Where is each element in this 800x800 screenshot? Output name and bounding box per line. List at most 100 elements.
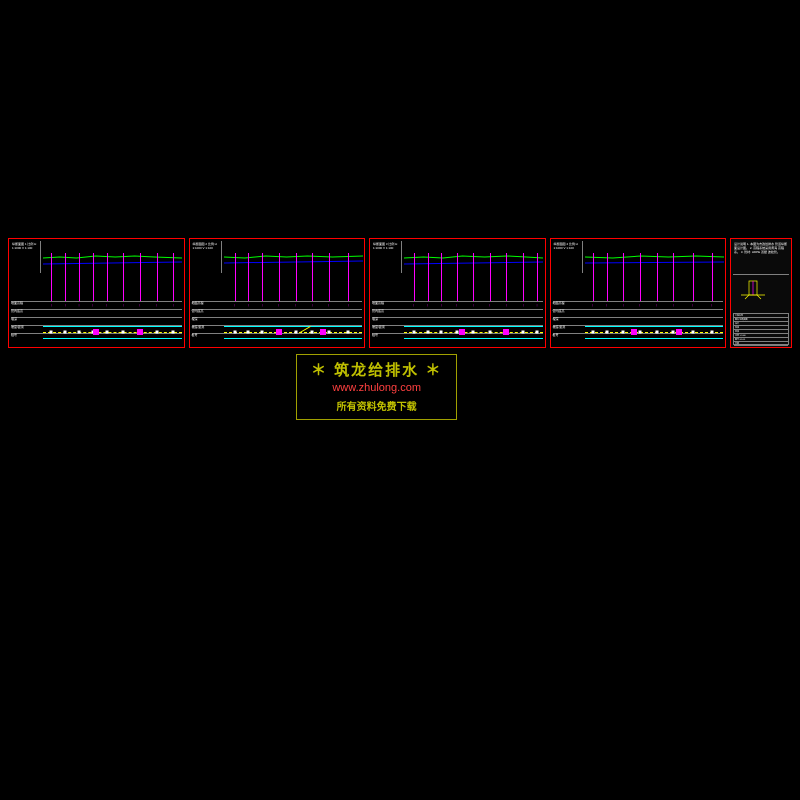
data-band-label: 埋深	[553, 317, 559, 321]
station-gridline	[457, 253, 458, 301]
station-gridline	[623, 253, 624, 301]
data-band	[553, 301, 724, 309]
manhole-icon	[672, 331, 675, 334]
station-gridline	[173, 253, 174, 301]
data-band-label: 桩号	[553, 333, 559, 337]
manhole-icon	[105, 331, 108, 334]
manhole-icon	[412, 331, 415, 334]
manhole-icon	[426, 331, 429, 334]
road-edge	[224, 326, 363, 327]
manhole-icon	[64, 331, 67, 334]
data-band	[192, 309, 363, 317]
station-gridline	[523, 253, 524, 301]
station-gridline	[235, 253, 236, 301]
manhole-icon	[155, 331, 158, 334]
station-gridline	[79, 253, 80, 301]
manhole-icon	[172, 331, 175, 334]
data-band-label: 管内底高	[372, 309, 384, 313]
data-band	[553, 309, 724, 317]
data-band-label: 坡度/距离	[372, 325, 385, 329]
plan-area	[224, 323, 363, 341]
station-gridline	[65, 253, 66, 301]
station-gridline	[140, 253, 141, 301]
manhole-icon	[327, 331, 330, 334]
junction-icon	[676, 329, 682, 335]
station-gridline	[107, 253, 108, 301]
road-edge	[224, 338, 363, 339]
station-gridline	[414, 253, 415, 301]
manhole-icon	[605, 331, 608, 334]
data-band-label: 地面高程	[11, 301, 23, 305]
station-gridline	[693, 253, 694, 301]
profile-area: |||||||||	[43, 243, 182, 301]
station-gridline	[537, 253, 538, 301]
data-band-label: 坡度/距离	[192, 325, 205, 329]
data-band-label: 桩号	[192, 333, 198, 337]
manhole-icon	[294, 331, 297, 334]
manhole-icon	[710, 331, 713, 334]
sheet-1: 纵断面图 1 比例 H 1:1000 V 1:100 ||||||||| 地面高程…	[8, 238, 185, 348]
station-gridline	[348, 253, 349, 301]
station-gridline	[51, 253, 52, 301]
manhole-icon	[622, 331, 625, 334]
station-gridline	[428, 253, 429, 301]
junction-icon	[503, 329, 509, 335]
road-edge	[43, 338, 182, 339]
manhole-icon	[455, 331, 458, 334]
watermark-box: ＊ 筑龙给排水 ＊ www.zhulong.com 所有资料免费下载	[296, 354, 457, 420]
manhole-icon	[440, 331, 443, 334]
station-gridline	[93, 253, 94, 301]
manhole-icon	[472, 331, 475, 334]
station-gridline	[279, 253, 280, 301]
junction-icon	[276, 329, 282, 335]
data-band-label: 桩号	[372, 333, 378, 337]
station-gridline	[262, 253, 263, 301]
data-band-label: 管内底高	[11, 309, 23, 313]
sheet-titleblock: 设计说明 1. 本图为市政给排水 管道纵断面设计图。 2. 高程系统采用黄海 高…	[730, 238, 792, 348]
watermark-subtitle: 所有资料免费下载	[311, 398, 442, 413]
data-band	[372, 309, 543, 317]
titleblock-row: 日期	[734, 342, 788, 346]
sheet-header: 纵断面图 2 比例 H 1:1000 V 1:100	[192, 241, 222, 273]
sheet-3: 纵断面图 3 比例 H 1:1000 V 1:100 |||||||||地面高程…	[369, 238, 546, 348]
manhole-icon	[122, 331, 125, 334]
watermark-title: ＊ 筑龙给排水 ＊	[311, 359, 442, 380]
data-band-label: 埋深	[192, 317, 198, 321]
manhole-icon	[78, 331, 81, 334]
station-gridline	[441, 253, 442, 301]
junction-icon	[631, 329, 637, 335]
manhole-icon	[261, 331, 264, 334]
data-band-label: 地面高程	[372, 301, 384, 305]
station-gridline	[490, 253, 491, 301]
road-edge	[43, 326, 182, 327]
manhole-icon	[638, 331, 641, 334]
sheet-2: 纵断面图 2 比例 H 1:1000 V 1:100 ||||||||地面高程管…	[189, 238, 366, 348]
sheet-4: 纵断面图 4 比例 H 1:1000 V 1:100 ||||||||地面高程管…	[550, 238, 727, 348]
station-gridline	[640, 253, 641, 301]
junction-icon	[93, 329, 99, 335]
data-band-label: 地面高程	[192, 301, 204, 305]
road-edge	[585, 326, 724, 327]
manhole-icon	[522, 331, 525, 334]
plan-area	[43, 323, 182, 341]
manhole-icon	[488, 331, 491, 334]
manhole-icon	[247, 331, 250, 334]
junction-icon	[137, 329, 143, 335]
data-band-label: 管内底高	[192, 309, 204, 313]
junction-icon	[459, 329, 465, 335]
data-band-label: 埋深	[11, 317, 17, 321]
data-band-label: 桩号	[11, 333, 17, 337]
station-gridline	[657, 253, 658, 301]
station-gridline	[607, 253, 608, 301]
station-gridline	[593, 253, 594, 301]
station-gridline	[712, 253, 713, 301]
data-band	[192, 301, 363, 309]
station-gridline	[123, 253, 124, 301]
road-edge	[404, 326, 543, 327]
sheet-header: 纵断面图 1 比例 H 1:1000 V 1:100	[11, 241, 41, 273]
manhole-icon	[591, 331, 594, 334]
data-band-label: 管内底高	[553, 309, 565, 313]
station-gridline	[329, 253, 330, 301]
sheet-header: 纵断面图 4 比例 H 1:1000 V 1:100	[553, 241, 583, 273]
manhole-icon	[233, 331, 236, 334]
